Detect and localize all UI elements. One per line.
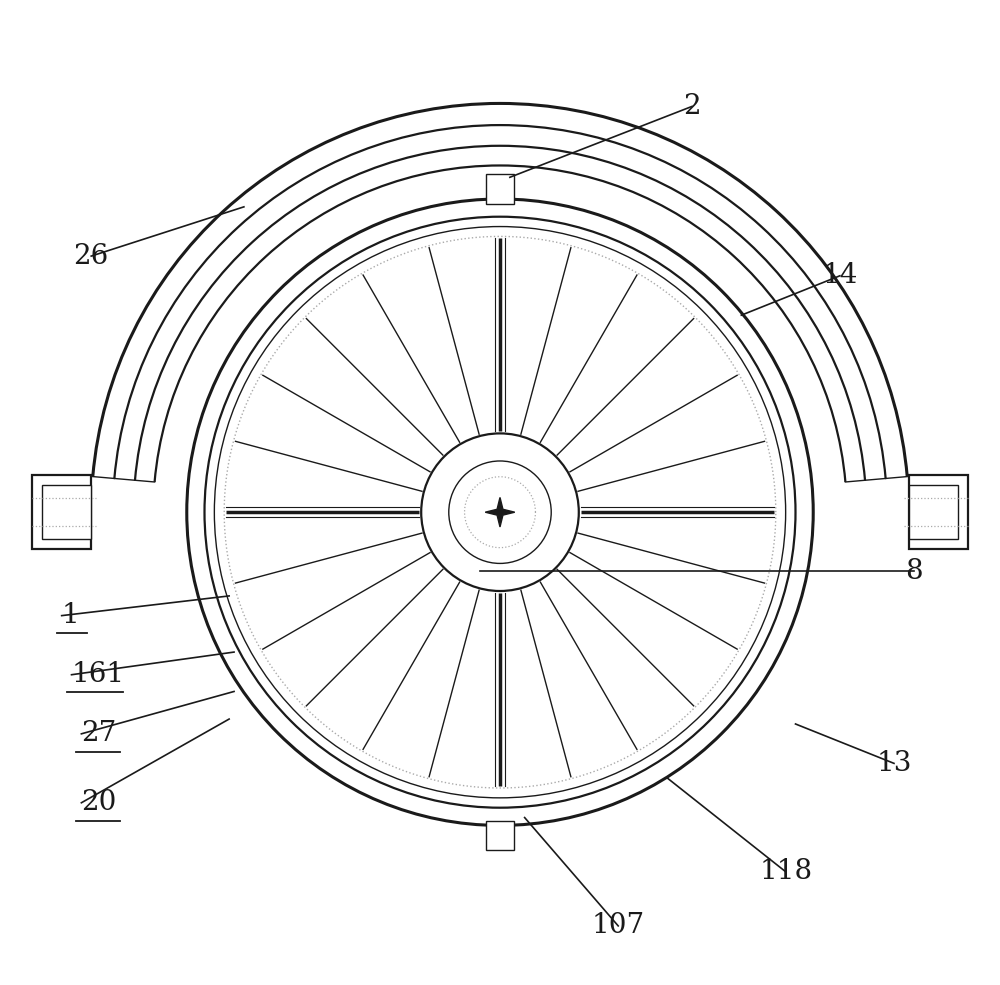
Circle shape	[205, 217, 796, 808]
Text: 26: 26	[74, 242, 109, 270]
Circle shape	[449, 461, 551, 563]
Text: 2: 2	[683, 93, 701, 120]
Circle shape	[214, 227, 786, 798]
Polygon shape	[485, 497, 515, 527]
Text: 20: 20	[81, 789, 117, 817]
Text: 107: 107	[592, 912, 645, 940]
Bar	[32, 476, 91, 549]
Circle shape	[187, 199, 813, 825]
Bar	[909, 485, 958, 539]
Bar	[486, 821, 514, 850]
Text: 14: 14	[822, 262, 858, 290]
Text: 8: 8	[905, 558, 923, 585]
Bar	[909, 476, 968, 549]
Bar	[486, 174, 514, 204]
Bar	[42, 485, 91, 539]
Text: 1: 1	[62, 602, 79, 629]
Text: 118: 118	[759, 858, 812, 886]
Text: 161: 161	[72, 661, 125, 689]
Text: 27: 27	[81, 720, 117, 748]
Circle shape	[421, 433, 579, 591]
Text: 13: 13	[876, 750, 912, 777]
